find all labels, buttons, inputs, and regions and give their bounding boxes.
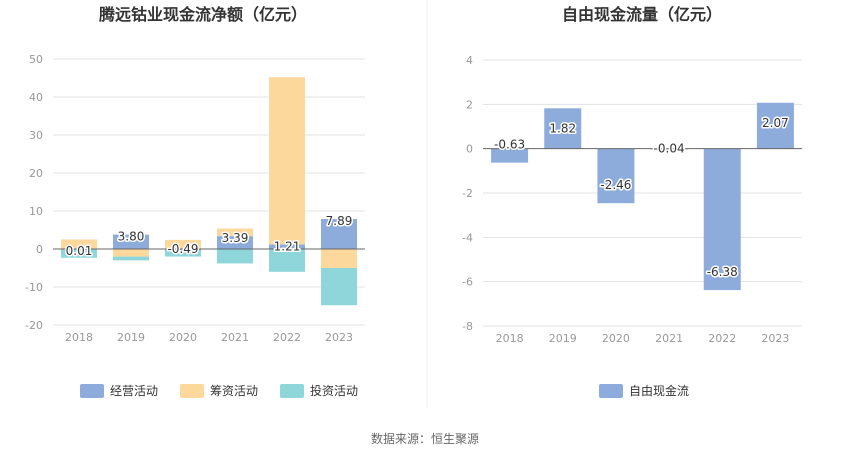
y-tick-label: 30 bbox=[29, 129, 43, 142]
bar bbox=[217, 228, 253, 237]
bar bbox=[597, 148, 635, 204]
y-tick-label: 2 bbox=[466, 98, 473, 111]
right-chart-grid: -8 -6 -4 -2 0 2 4 bbox=[462, 54, 802, 333]
bar bbox=[321, 268, 357, 306]
left-chart-x-ticks: 2018 2019 2020 2021 2022 2023 bbox=[65, 331, 353, 344]
bar bbox=[491, 148, 529, 163]
data-label: -0.49 bbox=[167, 242, 198, 256]
left-chart-bars bbox=[53, 77, 365, 306]
left-chart-data-labels: 0.01 3.80 -0.49 3.39 1.21 7.89 bbox=[64, 213, 354, 260]
x-tick-label: 2018 bbox=[65, 331, 93, 344]
source-note: 数据来源：恒生聚源 bbox=[371, 431, 479, 446]
y-tick-label: 4 bbox=[466, 54, 473, 67]
y-tick-label: -20 bbox=[25, 319, 43, 332]
y-tick-label: -8 bbox=[462, 320, 473, 333]
right-chart-x-ticks: 2018 2019 2020 2021 2022 2023 bbox=[496, 332, 790, 345]
data-label: 7.89 bbox=[326, 214, 353, 228]
x-tick-label: 2020 bbox=[602, 332, 630, 345]
x-tick-label: 2021 bbox=[221, 331, 249, 344]
legend-swatch bbox=[180, 384, 204, 398]
legend-swatch bbox=[280, 384, 304, 398]
data-label: 3.80 bbox=[118, 230, 145, 244]
x-tick-label: 2020 bbox=[169, 331, 197, 344]
legend-item[interactable]: 经营活动 bbox=[80, 384, 158, 398]
data-label: -0.63 bbox=[494, 138, 525, 152]
y-tick-label: -6 bbox=[462, 276, 473, 289]
data-label: 2.07 bbox=[762, 116, 789, 130]
y-tick-label: -10 bbox=[25, 281, 43, 294]
data-label: 1.82 bbox=[549, 121, 576, 135]
bar bbox=[61, 249, 97, 258]
x-tick-label: 2018 bbox=[496, 332, 524, 345]
y-tick-label: -2 bbox=[462, 187, 473, 200]
bar bbox=[321, 219, 357, 249]
left-chart-title: 腾远钴业现金流净额（亿元） bbox=[99, 5, 307, 24]
right-chart-title: 自由现金流量（亿元） bbox=[562, 5, 722, 24]
legend-item[interactable]: 筹资活动 bbox=[180, 384, 258, 398]
x-tick-label: 2022 bbox=[273, 331, 301, 344]
y-tick-label: 20 bbox=[29, 167, 43, 180]
bar bbox=[321, 249, 357, 268]
data-label: -2.46 bbox=[600, 178, 631, 192]
legend-swatch bbox=[80, 384, 104, 398]
legend-label: 筹资活动 bbox=[210, 384, 258, 398]
bar bbox=[269, 244, 305, 249]
bar bbox=[217, 236, 253, 249]
bar bbox=[113, 256, 149, 261]
bar bbox=[61, 239, 97, 249]
bar bbox=[703, 148, 741, 291]
bar bbox=[113, 234, 149, 249]
x-tick-label: 2022 bbox=[708, 332, 736, 345]
bar bbox=[544, 108, 582, 149]
right-chart-legend[interactable]: 自由现金流 bbox=[599, 383, 689, 398]
legend-label: 投资活动 bbox=[310, 383, 358, 398]
y-tick-label: 40 bbox=[29, 91, 43, 104]
legend-label: 自由现金流 bbox=[629, 383, 689, 398]
legend-swatch bbox=[599, 384, 623, 398]
y-tick-label: -4 bbox=[462, 231, 473, 244]
left-chart-cash-flow-net: 腾远钴业现金流净额（亿元） -20 -10 0 10 20 30 40 50 0.01 3.80… bbox=[25, 5, 365, 398]
legend-item[interactable]: 投资活动 bbox=[280, 383, 358, 398]
x-tick-label: 2019 bbox=[117, 331, 145, 344]
y-tick-label: 0 bbox=[466, 143, 473, 156]
bar bbox=[165, 239, 201, 249]
y-tick-label: 10 bbox=[29, 205, 43, 218]
bar bbox=[269, 249, 305, 272]
x-tick-label: 2019 bbox=[549, 332, 577, 345]
y-tick-label: 0 bbox=[36, 243, 43, 256]
right-chart-bars bbox=[483, 102, 802, 291]
data-label: 0.01 bbox=[66, 244, 93, 258]
data-label: 1.21 bbox=[274, 239, 301, 253]
bar bbox=[113, 249, 149, 257]
bar bbox=[217, 249, 253, 264]
legend-item[interactable]: 自由现金流 bbox=[599, 383, 689, 398]
bar bbox=[165, 250, 201, 257]
y-tick-label: 50 bbox=[29, 53, 43, 66]
legend-label: 经营活动 bbox=[110, 384, 158, 398]
data-label: 3.39 bbox=[222, 231, 249, 245]
right-chart-data-labels: -0.63 1.82 -2.46 -0.04 -6.38 2.07 bbox=[493, 114, 791, 280]
data-label: -6.38 bbox=[707, 265, 738, 279]
data-label: -0.04 bbox=[654, 142, 685, 156]
bar bbox=[269, 77, 305, 245]
bar bbox=[165, 249, 201, 251]
left-chart-grid: -20 -10 0 10 20 30 40 50 bbox=[25, 53, 365, 332]
x-tick-label: 2023 bbox=[325, 331, 353, 344]
bar bbox=[756, 102, 794, 149]
x-tick-label: 2023 bbox=[761, 332, 789, 345]
x-tick-label: 2021 bbox=[655, 332, 683, 345]
left-chart-legend[interactable]: 经营活动 筹资活动 投资活动 bbox=[80, 383, 358, 398]
